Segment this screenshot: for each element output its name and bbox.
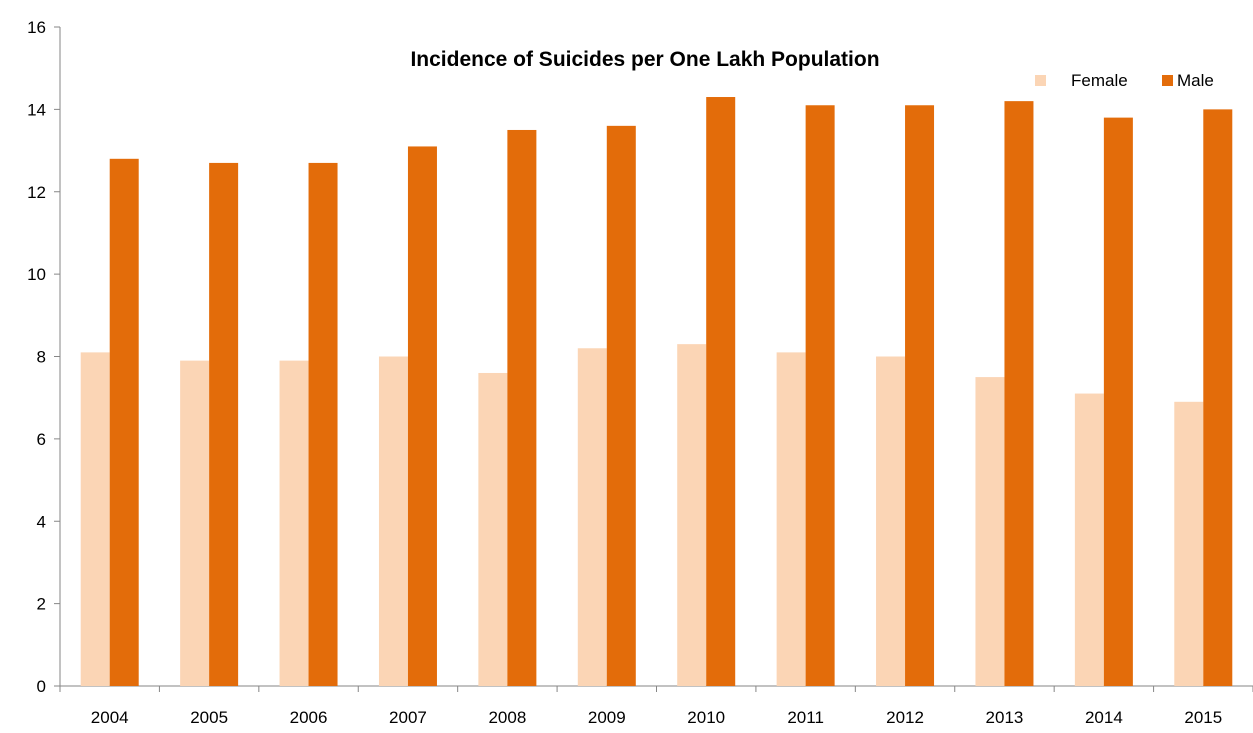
y-tick-label: 0 — [37, 677, 46, 696]
bar-female-2007 — [378, 356, 408, 686]
chart-title: Incidence of Suicides per One Lakh Popul… — [410, 48, 879, 71]
bar-male-2005 — [209, 162, 239, 686]
x-tick-label: 2004 — [91, 708, 129, 727]
bar-male-2013 — [1004, 101, 1034, 686]
y-tick-label: 16 — [27, 18, 46, 37]
legend-swatch-female — [1035, 75, 1046, 86]
x-tick-label: 2015 — [1184, 708, 1222, 727]
bar-female-2006 — [279, 360, 309, 686]
y-tick-label: 6 — [37, 430, 46, 449]
bar-male-2009 — [606, 125, 636, 687]
bar-male-2010 — [706, 97, 736, 687]
bar-female-2015 — [1174, 401, 1204, 686]
bar-female-2012 — [876, 356, 906, 686]
bar-male-2014 — [1103, 117, 1133, 687]
bar-female-2011 — [776, 352, 806, 686]
bar-male-2007 — [407, 146, 437, 687]
y-tick-label: 14 — [27, 100, 46, 119]
bar-female-2004 — [80, 352, 110, 686]
y-tick-label: 8 — [37, 348, 46, 367]
bar-female-2010 — [677, 344, 707, 686]
x-tick-label: 2007 — [389, 708, 427, 727]
legend-label-male: Male — [1177, 71, 1214, 90]
legend-swatch-male — [1162, 75, 1173, 86]
x-tick-label: 2014 — [1085, 708, 1123, 727]
bar-male-2011 — [805, 105, 835, 687]
bar-male-2004 — [109, 158, 139, 687]
bar-female-2005 — [180, 360, 210, 686]
x-tick-label: 2013 — [986, 708, 1024, 727]
bar-female-2009 — [577, 348, 607, 686]
x-tick-label: 2011 — [787, 708, 824, 727]
x-tick-label: 2010 — [687, 708, 725, 727]
x-tick-label: 2009 — [588, 708, 626, 727]
y-tick-label: 10 — [27, 265, 46, 284]
tick-labels: 0 2 4 6 8 10 12 14 16 2004 2005 2006 2007 2008 2009 201… — [27, 18, 1222, 727]
y-tick-label: 4 — [37, 512, 46, 531]
x-tick-label: 2012 — [886, 708, 924, 727]
x-tick-label: 2008 — [488, 708, 526, 727]
bar-male-2015 — [1203, 109, 1233, 686]
x-tick-label: 2005 — [190, 708, 228, 727]
x-tick-label: 2006 — [290, 708, 328, 727]
bar-female-2008 — [478, 372, 508, 686]
bar-female-2013 — [975, 377, 1005, 686]
y-tick-label: 12 — [27, 183, 46, 202]
y-tick-label: 2 — [37, 595, 46, 614]
bar-male-2008 — [507, 129, 537, 686]
legend: Female Male — [1035, 71, 1214, 90]
legend-label-female: Female — [1071, 71, 1128, 90]
axes — [54, 26, 1253, 692]
bar-male-2012 — [905, 105, 935, 687]
bar-female-2014 — [1074, 393, 1104, 686]
bar-male-2006 — [308, 162, 338, 686]
bars — [80, 97, 1233, 687]
